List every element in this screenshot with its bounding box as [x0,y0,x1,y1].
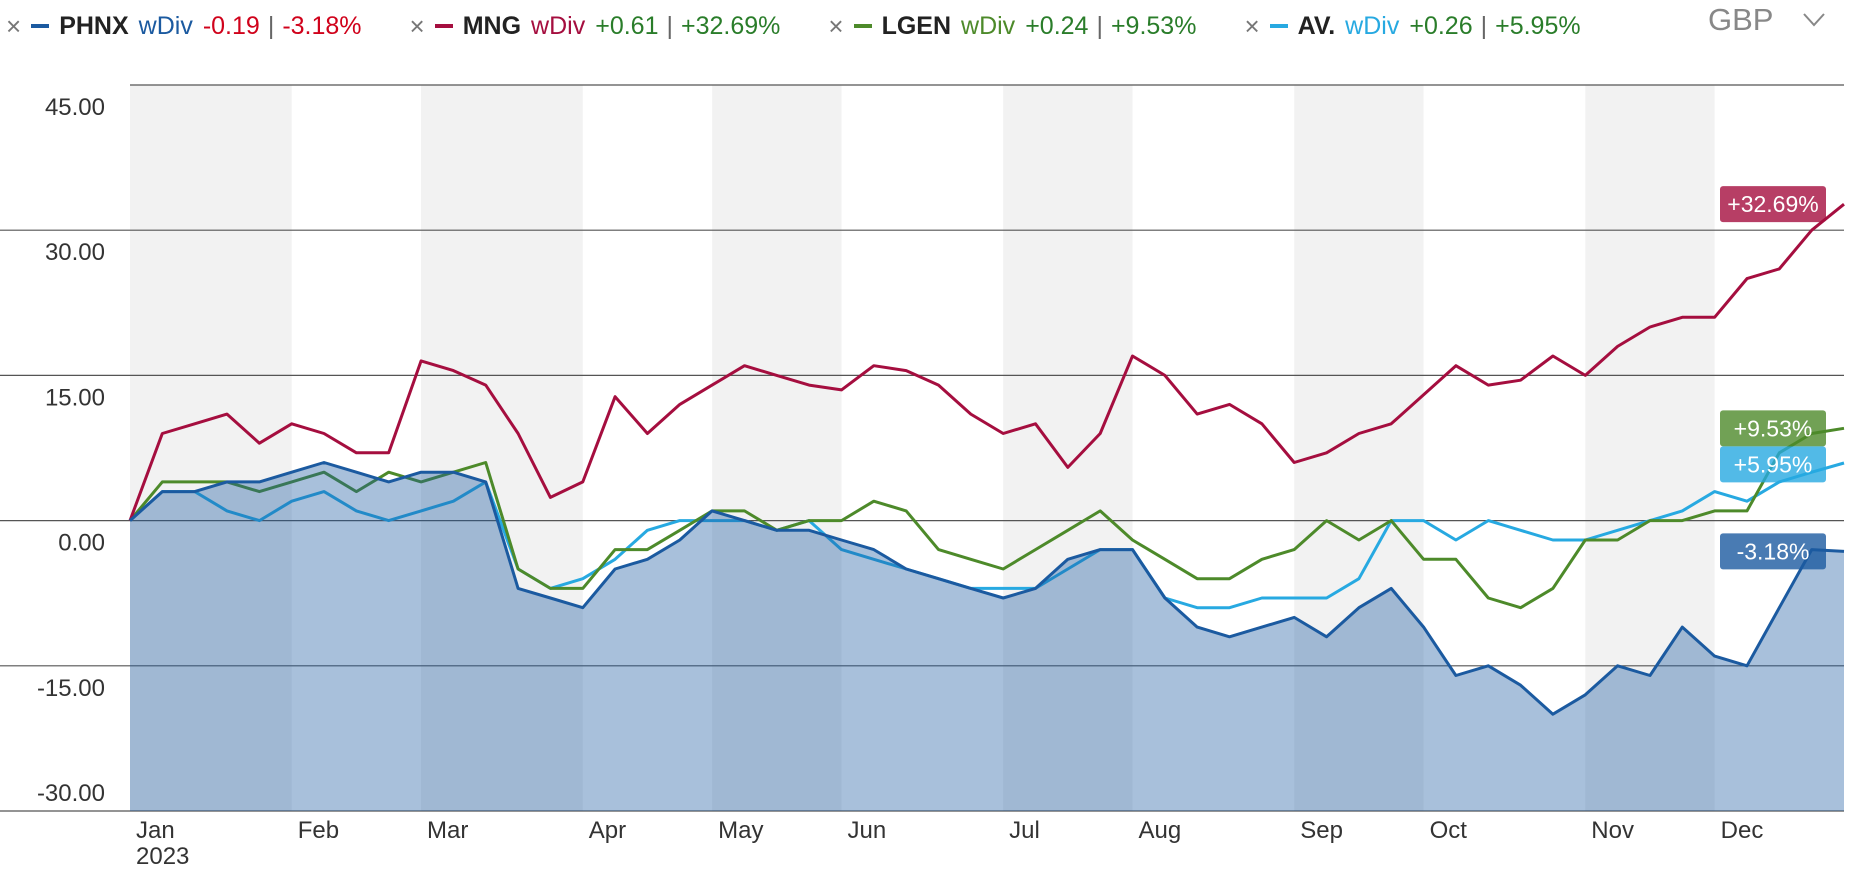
separator: | [666,11,673,40]
legend-change: +0.61 [595,11,659,40]
month-band [1003,85,1133,811]
year-label: 2023 [136,843,189,870]
legend-ticker: MNG [462,11,522,40]
legend-change-pct: -3.18% [282,11,362,40]
separator: | [1480,11,1488,40]
legend-entry: × LGEN wDiv +0.24 | +9.53% [822,11,1204,42]
legend-change: +0.26 [1409,11,1473,40]
legend-change-pct: +32.69% [680,11,781,40]
separator: | [267,11,275,40]
x-tick-label: Nov [1591,817,1634,844]
y-tick-label: -30.00 [37,780,105,807]
currency-label[interactable]: GBP [1708,2,1774,37]
end-label-box [1720,533,1826,570]
legend-change: +0.24 [1025,11,1089,40]
line [128,426,1845,610]
month-band [421,85,583,811]
month-band [1294,85,1424,811]
end-label-box [1720,446,1826,483]
end-label-box [1720,186,1826,223]
x-tick-label: Jan [136,817,175,844]
legend-ticker: AV. [1297,11,1336,40]
remove-button[interactable]: × [6,10,22,41]
remove-button[interactable]: × [828,10,844,41]
end-label: +9.53% [1734,415,1813,441]
area [130,462,1844,811]
x-tick-label: May [718,817,763,844]
legend-swatch [434,24,453,28]
legend-swatch [31,24,50,28]
month-band [712,85,842,811]
line [128,461,1845,716]
x-tick-label: Oct [1430,817,1468,844]
x-tick-label: Sep [1300,817,1343,844]
legend-swatch [1269,24,1288,28]
y-tick-label: 0.00 [58,530,105,557]
currency-selector[interactable]: GBP [1708,2,1826,38]
legend-change: -0.19 [202,11,260,40]
end-label: +32.69% [1727,191,1818,217]
x-tick-label: Jun [847,817,886,844]
legend-swatch [853,24,872,28]
legend-entry: × AV. wDiv +0.26 | +5.95% [1238,11,1588,42]
legend-entry: × MNG wDiv +0.61 | +32.69% [404,11,789,42]
legend-ticker: PHNX [59,11,129,40]
month-band [1585,85,1715,811]
x-tick-label: Jul [1009,817,1040,844]
end-label: +5.95% [1734,451,1813,477]
x-tick-label: Feb [298,817,339,844]
legend-change-pct: +5.95% [1495,11,1581,40]
chevron-icon[interactable] [1803,13,1826,27]
legend-div-label: wDiv [531,11,586,40]
y-tick-label: 30.00 [45,239,105,266]
legend-change-pct: +9.53% [1110,11,1197,40]
line [128,203,1845,522]
legend: × PHNX wDiv -0.19 | -3.18% × MNG wDiv +0.61 | +32.6… [0,4,1623,48]
remove-button[interactable]: × [409,10,425,41]
separator: | [1096,11,1103,40]
legend-entry: × PHNX wDiv -0.19 | -3.18% [0,11,370,42]
legend-div-label: wDiv [1345,11,1400,40]
remove-button[interactable]: × [1244,10,1260,41]
y-tick-label: 45.00 [45,94,105,121]
legend-div-label: wDiv [138,11,193,40]
x-tick-label: Mar [427,817,468,844]
x-tick-label: Dec [1721,817,1764,844]
legend-ticker: LGEN [881,11,952,40]
x-tick-label: Aug [1139,817,1182,844]
legend-div-label: wDiv [961,11,1016,40]
y-tick-label: 15.00 [45,384,105,411]
x-tick-label: Apr [589,817,626,844]
line [128,461,1845,610]
end-label-box [1720,410,1826,447]
end-label: -3.18% [1737,538,1810,564]
y-tick-label: -15.00 [37,675,105,702]
